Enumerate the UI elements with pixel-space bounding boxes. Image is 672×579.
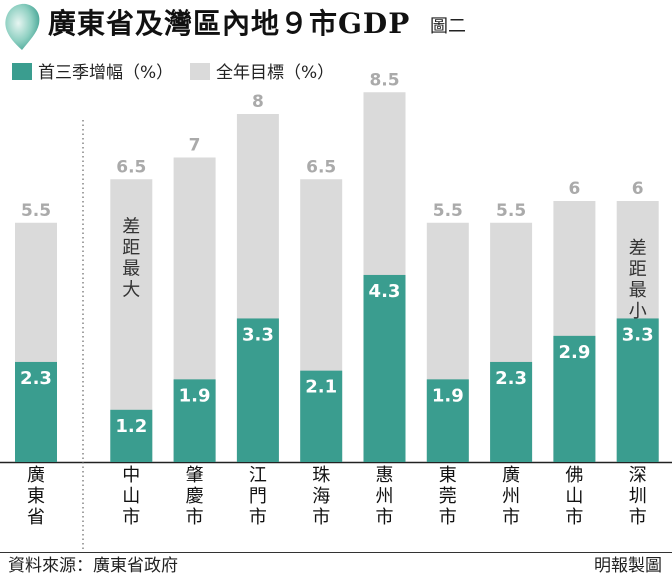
water-drop-icon	[5, 3, 40, 50]
target-value-label: 6.5	[306, 157, 336, 177]
category-label: 廣	[27, 465, 45, 486]
category-label: 莞	[439, 486, 457, 507]
annotation-text: 最	[122, 258, 140, 279]
source-note: 資料來源：廣東省政府	[8, 556, 178, 576]
actual-value-label: 2.9	[558, 342, 590, 363]
category-label: 市	[249, 507, 267, 528]
legend-item-target: 全年目標（%）	[190, 62, 334, 84]
category-label: 惠	[376, 465, 394, 486]
actual-value-label: 2.3	[495, 368, 527, 389]
target-value-label: 6.5	[116, 157, 146, 177]
target-value-label: 6	[632, 179, 644, 199]
actual-value-label: 4.3	[369, 281, 401, 302]
legend-item-actual: 首三季增幅（%）	[12, 62, 173, 84]
category-label: 省	[27, 507, 45, 528]
actual-bar	[300, 370, 343, 462]
actual-value-label: 1.9	[179, 385, 211, 406]
annotation-text: 距	[629, 259, 647, 280]
actual-bar	[490, 361, 533, 462]
category-label: 山	[565, 486, 583, 507]
category-label: 市	[629, 507, 647, 528]
actual-value-label: 1.2	[115, 416, 147, 437]
category-label: 珠	[312, 465, 330, 486]
actual-bar	[363, 274, 406, 462]
category-label: 市	[312, 507, 330, 528]
legend-label-target: 全年目標（%）	[216, 63, 335, 83]
target-value-label: 5.5	[21, 201, 51, 221]
category-label: 東	[27, 486, 45, 507]
actual-bar	[426, 379, 469, 462]
actual-bar	[15, 361, 57, 462]
actual-value-label: 3.3	[622, 324, 654, 345]
category-label: 中	[122, 465, 140, 486]
category-label: 肇	[186, 465, 204, 486]
legend-swatch-target	[190, 63, 210, 80]
category-label: 市	[376, 507, 394, 528]
target-value-label: 8	[252, 92, 264, 112]
category-label: 佛	[565, 465, 583, 486]
category-label: 海	[312, 486, 330, 507]
actual-value-label: 1.9	[432, 385, 464, 406]
category-label: 市	[439, 507, 457, 528]
annotation-text: 大	[122, 279, 140, 300]
annotation-text: 差	[629, 238, 647, 259]
figure-label: 圖二	[430, 16, 466, 37]
actual-bar	[173, 379, 216, 462]
category-label: 江	[249, 465, 267, 486]
annotation-text: 距	[122, 237, 140, 258]
category-label: 慶	[186, 486, 204, 507]
category-label: 廣	[502, 465, 520, 486]
actual-value-label: 2.1	[305, 377, 337, 398]
target-value-label: 5.5	[433, 201, 463, 221]
annotation-text: 差	[122, 216, 140, 237]
category-label: 門	[249, 486, 267, 507]
actual-value-label: 2.3	[20, 368, 52, 389]
header: 廣東省及灣區內地９市GDP 圖二	[0, 0, 672, 60]
actual-value-label: 3.3	[242, 324, 274, 345]
target-value-label: 7	[189, 136, 201, 156]
actual-bar	[616, 318, 659, 462]
category-label: 州	[376, 486, 394, 507]
category-label: 市	[565, 507, 583, 528]
chart-title: 廣東省及灣區內地９市GDP	[48, 7, 411, 40]
legend-label-actual: 首三季增幅（%）	[38, 63, 174, 83]
category-label: 州	[502, 486, 520, 507]
target-value-label: 8.5	[369, 70, 399, 90]
annotation-text: 小	[629, 301, 647, 322]
target-value-label: 6	[568, 179, 580, 199]
category-label: 市	[186, 507, 204, 528]
actual-bar	[553, 335, 596, 462]
category-label: 圳	[629, 486, 647, 507]
category-label: 市	[502, 507, 520, 528]
credit-note: 明報製圖	[594, 556, 662, 576]
category-label: 市	[122, 507, 140, 528]
legend-swatch-actual	[12, 63, 32, 80]
category-label: 深	[629, 465, 647, 486]
category-label: 山	[122, 486, 140, 507]
actual-bar	[236, 318, 279, 462]
target-value-label: 5.5	[496, 201, 526, 221]
category-label: 東	[439, 465, 457, 486]
annotation-text: 最	[629, 280, 647, 301]
actual-bar	[110, 409, 153, 462]
